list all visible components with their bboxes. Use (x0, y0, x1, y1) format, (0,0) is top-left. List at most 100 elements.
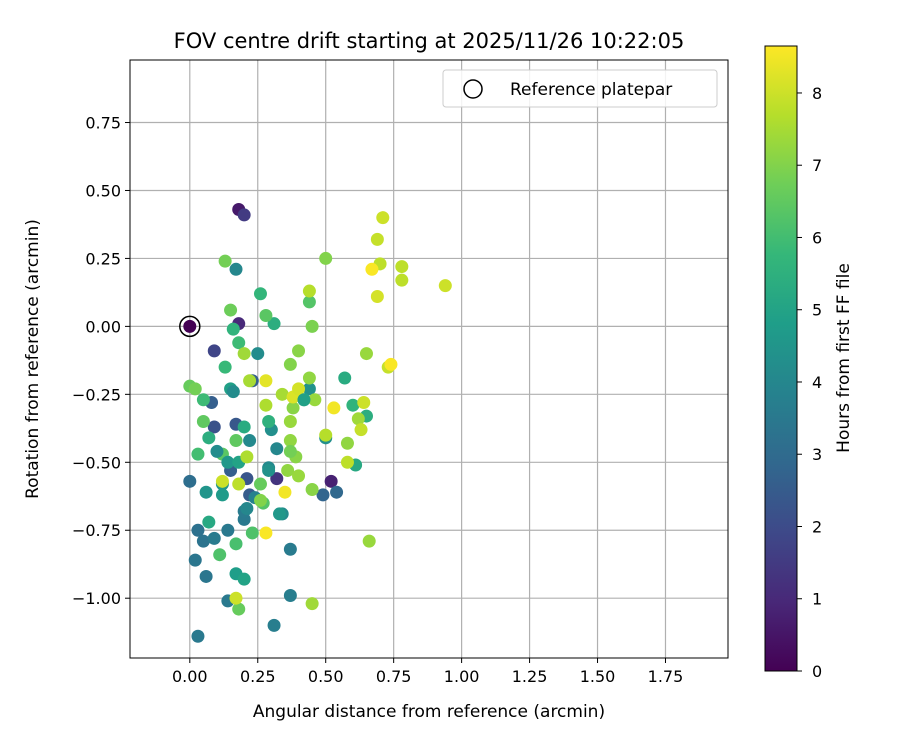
data-point (357, 395, 371, 409)
data-point (262, 463, 276, 477)
data-point (302, 382, 316, 396)
data-point (292, 469, 306, 483)
data-point (316, 488, 330, 502)
legend: Reference platepar (442, 69, 718, 108)
data-point (215, 474, 229, 488)
data-point (267, 317, 281, 331)
colorbar-tick-label: 3 (812, 445, 822, 464)
data-point (188, 553, 202, 567)
data-point (221, 455, 235, 469)
data-point (196, 534, 210, 548)
x-tick-label: 0.00 (172, 667, 208, 686)
data-point (245, 526, 259, 540)
reference-platepar-marker (179, 315, 201, 338)
data-point (281, 463, 295, 477)
data-point (262, 415, 276, 429)
data-point (183, 319, 197, 333)
data-point (278, 485, 292, 499)
data-points (183, 203, 452, 643)
colorbar-tick-label: 1 (812, 590, 822, 609)
data-point (213, 548, 227, 562)
data-point (202, 515, 216, 529)
data-point (327, 401, 341, 415)
colorbar (764, 45, 798, 672)
data-point (338, 371, 352, 385)
x-tick-label: 1.00 (444, 667, 480, 686)
data-point (305, 319, 319, 333)
data-point (188, 382, 202, 396)
data-point (270, 472, 284, 486)
legend-label: Reference platepar (510, 80, 672, 100)
data-point (196, 415, 210, 429)
data-point (359, 347, 373, 361)
colorbar-tick-label: 2 (812, 517, 822, 536)
y-tick-label: 0.25 (85, 249, 121, 268)
data-point (283, 588, 297, 602)
data-point (237, 208, 251, 222)
data-point (319, 428, 333, 442)
x-tick-label: 0.25 (240, 667, 276, 686)
data-point (229, 434, 243, 448)
data-point (292, 382, 306, 396)
data-point (237, 420, 251, 434)
colorbar-tick-label: 6 (812, 228, 822, 247)
x-tick-label: 1.25 (512, 667, 548, 686)
data-point (340, 436, 354, 450)
y-axis-ticks: −1.00 −0.75 −0.50 −0.25 0.00 0.25 0.50 0.75 (72, 114, 130, 608)
data-point (229, 262, 243, 276)
data-point (259, 526, 273, 540)
data-point (218, 254, 232, 268)
x-tick-label: 0.50 (308, 667, 344, 686)
data-point (240, 502, 254, 515)
plot-frame (129, 59, 729, 659)
data-point (259, 374, 273, 388)
data-point (292, 344, 306, 358)
y-tick-label: 0.50 (85, 181, 121, 200)
legend-reference-marker (463, 79, 483, 99)
x-tick-label: 1.75 (648, 667, 684, 686)
data-point (215, 488, 229, 502)
data-point (273, 507, 286, 521)
data-point (395, 260, 409, 274)
data-point (232, 336, 246, 350)
colorbar-tick-label: 5 (812, 301, 822, 320)
data-point (224, 303, 238, 317)
data-point (384, 357, 398, 371)
colorbar-ticks: 0 1 2 3 4 5 6 7 8 (797, 84, 822, 681)
data-point (191, 523, 205, 537)
data-point (196, 393, 210, 407)
x-tick-label: 0.75 (376, 667, 412, 686)
data-point (324, 474, 338, 488)
data-point (259, 398, 273, 412)
colorbar-tick-label: 8 (812, 84, 822, 103)
data-point (253, 287, 267, 301)
data-point (240, 450, 254, 464)
data-point (259, 309, 273, 323)
data-point (346, 398, 360, 412)
data-point (207, 420, 221, 434)
data-point (302, 295, 316, 309)
data-point (370, 289, 384, 303)
data-point (221, 523, 235, 537)
legend-box (442, 69, 718, 108)
y-tick-label: −1.00 (72, 589, 121, 608)
data-point (330, 485, 344, 499)
data-point (253, 477, 267, 491)
data-point (283, 357, 297, 371)
y-tick-label: 0.00 (85, 317, 121, 336)
y-tick-label: −0.50 (72, 453, 121, 472)
data-point (199, 569, 213, 583)
data-point (243, 374, 257, 388)
x-axis-ticks: 0.00 0.25 0.50 0.75 1.00 1.25 1.50 1.75 (172, 658, 683, 686)
data-point (237, 347, 251, 361)
data-point (226, 385, 240, 399)
data-point (199, 485, 213, 499)
data-point (232, 602, 246, 616)
data-point (370, 232, 384, 246)
data-point (267, 618, 281, 632)
data-point (305, 597, 319, 611)
data-point (243, 434, 257, 448)
data-point (270, 442, 284, 456)
data-point (283, 434, 297, 448)
